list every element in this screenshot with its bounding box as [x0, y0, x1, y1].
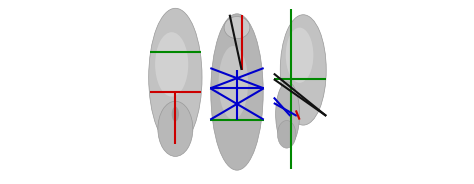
- Ellipse shape: [280, 15, 326, 125]
- Ellipse shape: [286, 28, 313, 83]
- Ellipse shape: [172, 107, 179, 121]
- Ellipse shape: [155, 32, 188, 97]
- Ellipse shape: [149, 8, 202, 146]
- Ellipse shape: [219, 46, 248, 120]
- Ellipse shape: [276, 82, 300, 146]
- Ellipse shape: [277, 121, 296, 148]
- Ellipse shape: [211, 14, 263, 170]
- Ellipse shape: [224, 17, 250, 39]
- Ellipse shape: [158, 101, 193, 156]
